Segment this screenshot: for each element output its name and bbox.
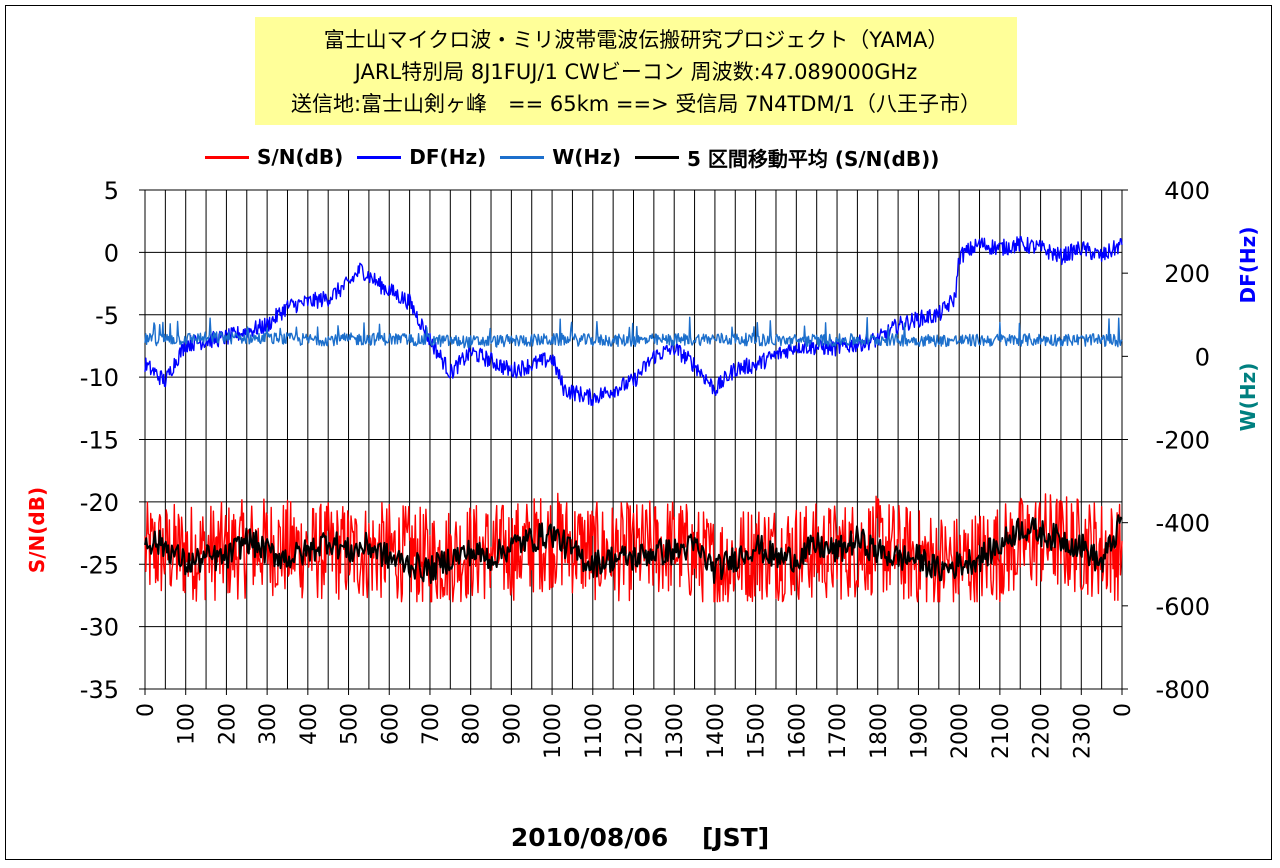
- x-tick-label: 400: [297, 703, 322, 745]
- legend-label-w: W(Hz): [552, 145, 621, 169]
- y-right-axis-title-w: W(Hz): [1236, 363, 1260, 432]
- x-tick-label: 0: [1111, 703, 1136, 717]
- y-left-tick-label: -35: [80, 676, 119, 704]
- legend-label-df: DF(Hz): [409, 145, 487, 169]
- x-tick-label: 1500: [745, 703, 770, 759]
- y-left-tick-label: -15: [80, 427, 119, 455]
- x-axis-title: 2010/08/06 [JST]: [510, 823, 770, 852]
- y-left-tick-label: -10: [80, 364, 119, 392]
- y-right-tick-label: 400: [1164, 177, 1210, 205]
- y-left-tick-label: -25: [80, 551, 119, 579]
- y-right-tick-label: -400: [1156, 510, 1210, 538]
- x-tick-label: 1400: [704, 703, 729, 759]
- legend-item-sn: S/N(dB): [205, 145, 343, 169]
- x-tick-label: 500: [338, 703, 363, 745]
- legend-label-moving-average: 5 区間移動平均 (S/N(dB)): [686, 146, 940, 171]
- x-tick-label: 0: [134, 703, 159, 717]
- x-tick-label: 2300: [1070, 703, 1095, 759]
- x-tick-label: 200: [215, 703, 240, 745]
- legend-swatch-w: [500, 155, 545, 159]
- series-line-s-n-db-: [144, 492, 1123, 603]
- x-tick-label: 100: [175, 703, 200, 745]
- x-tick-label: 1800: [867, 703, 892, 759]
- x-tick-label: 1600: [785, 703, 810, 759]
- legend-item-moving-average: 5 区間移動平均 (S/N(dB)): [634, 143, 940, 172]
- y-right-tick-label: -600: [1156, 593, 1210, 621]
- x-tick-label: 600: [378, 703, 403, 745]
- x-tick-label: 900: [500, 703, 525, 745]
- x-tick-label: 2100: [989, 703, 1014, 759]
- legend-item-df: DF(Hz): [357, 145, 486, 169]
- chart-title-line-1: 富士山マイクロ波・ミリ波帯電波伝搬研究プロジェクト（YAMA）: [323, 28, 949, 52]
- y-left-tick-label: -30: [80, 614, 119, 642]
- y-left-tick-label: 5: [104, 177, 119, 205]
- chart-title-line-2: JARL特別局 8J1FUJ/1 CWビーコン 周波数:47.089000GHz: [354, 60, 918, 84]
- x-tick-label: 800: [460, 703, 485, 745]
- y-left-axis-title: S/N(dB): [25, 487, 49, 573]
- series-line-df-hz-: [144, 235, 1123, 407]
- x-tick-label: 1000: [541, 703, 566, 759]
- x-tick-label: 1900: [907, 703, 932, 759]
- x-tick-label: 300: [256, 703, 281, 745]
- y-left-tick-label: 0: [104, 239, 119, 267]
- chart-title-line-3: 送信地:富士山剣ヶ峰 == 65km ==> 受信局 7N4TDM/1（八王子市…: [290, 92, 982, 116]
- chart-title-box: 富士山マイクロ波・ミリ波帯電波伝搬研究プロジェクト（YAMA） JARL特別局 …: [255, 17, 1017, 125]
- legend-swatch-df: [357, 155, 402, 159]
- y-right-axis-title-df: DF(Hz): [1236, 227, 1260, 304]
- y-left-tick-label: -5: [95, 302, 119, 330]
- y-left-tick-label: -20: [80, 489, 119, 517]
- y-right-tick-label: -200: [1156, 427, 1210, 455]
- x-tick-label: 2000: [948, 703, 973, 759]
- chart-legend: S/N(dB) DF(Hz) W(Hz) 5 区間移動平均 (S/N(dB)): [205, 143, 953, 171]
- x-tick-label: 1300: [663, 703, 688, 759]
- x-tick-label: 700: [419, 703, 444, 745]
- y-right-tick-label: 0: [1195, 343, 1210, 371]
- x-tick-label: 1200: [623, 703, 648, 759]
- legend-item-w: W(Hz): [500, 145, 621, 169]
- legend-label-sn: S/N(dB): [257, 145, 344, 169]
- series-line-w-hz-: [144, 316, 1123, 349]
- legend-swatch-moving-average: [634, 155, 679, 159]
- y-right-tick-label: -800: [1156, 676, 1210, 704]
- y-right-tick-label: 200: [1164, 260, 1210, 288]
- legend-swatch-sn: [205, 155, 249, 159]
- series-line-5-s-n-db-: [144, 514, 1123, 584]
- x-tick-label: 2200: [1030, 703, 1055, 759]
- x-tick-label: 1100: [582, 703, 607, 759]
- x-tick-label: 1700: [826, 703, 851, 759]
